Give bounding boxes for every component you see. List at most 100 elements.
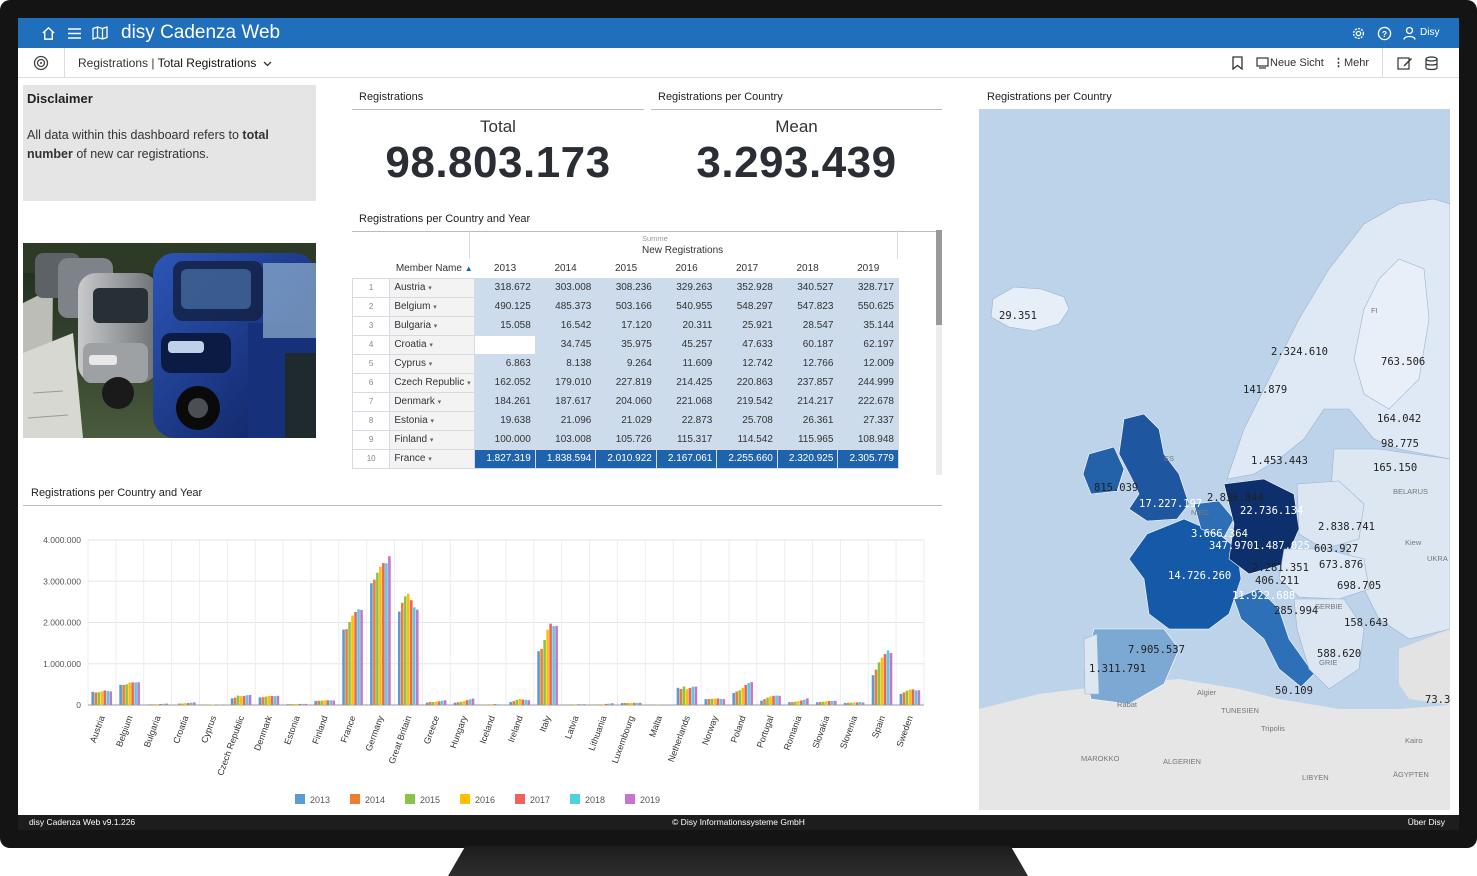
breadcrumb-parent[interactable]: Registrations bbox=[78, 56, 149, 70]
member-name-cell[interactable]: Cyprus ▾ bbox=[389, 353, 476, 374]
member-name-cell[interactable]: France ▾ bbox=[389, 448, 476, 469]
value-cell[interactable]: 35.144 bbox=[837, 315, 899, 336]
year-header[interactable]: 2017 bbox=[716, 259, 778, 278]
menu-icon[interactable] bbox=[66, 25, 82, 41]
member-name-cell[interactable]: Bulgaria ▾ bbox=[389, 315, 476, 336]
year-header[interactable]: 2015 bbox=[595, 259, 657, 278]
value-cell[interactable]: 318.672 bbox=[474, 277, 536, 298]
value-cell[interactable]: 27.337 bbox=[837, 410, 899, 431]
dropdown-icon[interactable]: ▾ bbox=[467, 380, 471, 387]
member-name-cell[interactable]: Finland ▾ bbox=[389, 429, 476, 450]
value-cell[interactable]: 227.819 bbox=[595, 372, 657, 393]
member-name-cell[interactable]: Belgium ▾ bbox=[389, 296, 476, 317]
edit-icon[interactable] bbox=[1397, 55, 1413, 71]
sort-arrow-icon[interactable]: ▲ bbox=[464, 263, 473, 273]
value-cell[interactable]: 550.625 bbox=[837, 296, 899, 317]
value-cell[interactable]: 20.311 bbox=[655, 315, 718, 336]
value-cell[interactable]: 115.965 bbox=[776, 429, 839, 450]
dropdown-icon[interactable]: ▾ bbox=[437, 399, 442, 406]
value-cell[interactable]: 179.010 bbox=[534, 372, 597, 393]
member-name-cell[interactable]: Croatia ▾ bbox=[389, 334, 476, 355]
value-cell[interactable]: 220.863 bbox=[716, 372, 778, 393]
value-cell[interactable]: 9.264 bbox=[595, 353, 657, 374]
value-cell[interactable]: 25.921 bbox=[716, 315, 778, 336]
value-cell[interactable]: 2.320.925 bbox=[776, 448, 839, 469]
value-cell[interactable]: 22.873 bbox=[655, 410, 718, 431]
year-header[interactable]: 2018 bbox=[777, 259, 838, 278]
value-cell[interactable]: 244.999 bbox=[837, 372, 899, 393]
new-view-button[interactable]: Neue Sicht bbox=[1270, 57, 1324, 69]
value-cell[interactable]: 105.726 bbox=[595, 429, 657, 450]
value-cell[interactable]: 15.058 bbox=[474, 315, 536, 336]
value-cell[interactable]: 222.678 bbox=[837, 391, 899, 412]
value-cell[interactable]: 328.717 bbox=[837, 277, 899, 298]
help-icon[interactable]: ? bbox=[1376, 25, 1392, 41]
bookmark-icon[interactable] bbox=[1230, 55, 1244, 71]
value-cell[interactable]: 17.120 bbox=[595, 315, 657, 336]
value-cell[interactable]: 34.745 bbox=[534, 334, 597, 355]
value-cell[interactable] bbox=[474, 334, 536, 355]
value-cell[interactable]: 214.425 bbox=[655, 372, 718, 393]
chevron-down-icon[interactable] bbox=[263, 56, 272, 70]
value-cell[interactable]: 62.197 bbox=[837, 334, 899, 355]
member-name-header[interactable]: Member Name ▲ bbox=[389, 259, 475, 278]
year-header[interactable]: 2016 bbox=[656, 259, 717, 278]
breadcrumb-current[interactable]: Total Registrations bbox=[157, 56, 257, 70]
value-cell[interactable]: 237.857 bbox=[776, 372, 839, 393]
value-cell[interactable]: 11.609 bbox=[655, 353, 718, 374]
dropdown-icon[interactable]: ▾ bbox=[429, 437, 434, 444]
value-cell[interactable]: 2.255.660 bbox=[716, 448, 778, 469]
new-view-icon[interactable] bbox=[1255, 56, 1269, 70]
value-cell[interactable]: 26.361 bbox=[776, 410, 839, 431]
map-icon[interactable] bbox=[92, 25, 108, 41]
dropdown-icon[interactable]: ▾ bbox=[430, 418, 434, 425]
value-cell[interactable]: 28.547 bbox=[776, 315, 839, 336]
value-cell[interactable]: 485.373 bbox=[534, 296, 597, 317]
member-name-cell[interactable]: Czech Republic ▾ bbox=[389, 372, 476, 393]
value-cell[interactable]: 12.009 bbox=[837, 353, 899, 374]
user-icon[interactable] bbox=[1402, 25, 1416, 41]
value-cell[interactable]: 221.068 bbox=[655, 391, 718, 412]
value-cell[interactable]: 12.766 bbox=[776, 353, 839, 374]
value-cell[interactable]: 12.742 bbox=[716, 353, 778, 374]
footer-about-link[interactable]: Über Disy bbox=[1407, 817, 1445, 827]
member-name-cell[interactable]: Austria ▾ bbox=[389, 277, 476, 298]
database-icon[interactable] bbox=[1424, 55, 1438, 71]
value-cell[interactable]: 187.617 bbox=[534, 391, 597, 412]
table-vertical-scrollbar[interactable] bbox=[936, 230, 942, 475]
target-icon[interactable] bbox=[32, 54, 50, 72]
dropdown-icon[interactable]: ▾ bbox=[428, 285, 432, 292]
value-cell[interactable]: 16.542 bbox=[534, 315, 597, 336]
value-cell[interactable]: 60.187 bbox=[776, 334, 839, 355]
value-cell[interactable]: 100.000 bbox=[474, 429, 536, 450]
member-name-cell[interactable]: Denmark ▾ bbox=[389, 391, 476, 412]
value-cell[interactable]: 1.827.319 bbox=[474, 448, 536, 469]
year-header[interactable]: 2013 bbox=[474, 259, 536, 278]
value-cell[interactable]: 19.638 bbox=[474, 410, 536, 431]
value-cell[interactable]: 503.166 bbox=[595, 296, 657, 317]
value-cell[interactable]: 21.029 bbox=[595, 410, 657, 431]
value-cell[interactable]: 329.263 bbox=[655, 277, 718, 298]
value-cell[interactable]: 340.527 bbox=[776, 277, 839, 298]
value-cell[interactable]: 547.823 bbox=[776, 296, 839, 317]
home-icon[interactable] bbox=[40, 25, 56, 41]
value-cell[interactable]: 25.708 bbox=[716, 410, 778, 431]
dropdown-icon[interactable]: ▾ bbox=[428, 361, 433, 368]
settings-gear-icon[interactable] bbox=[1350, 25, 1366, 41]
dropdown-icon[interactable]: ▾ bbox=[429, 342, 433, 349]
value-cell[interactable]: 308.236 bbox=[595, 277, 657, 298]
value-cell[interactable]: 45.257 bbox=[655, 334, 718, 355]
value-cell[interactable]: 115.317 bbox=[655, 429, 718, 450]
dropdown-icon[interactable]: ▾ bbox=[433, 323, 438, 330]
value-cell[interactable]: 35.975 bbox=[595, 334, 657, 355]
more-vertical-icon[interactable]: ⋮ bbox=[1333, 57, 1344, 69]
value-cell[interactable]: 540.955 bbox=[655, 296, 718, 317]
dropdown-icon[interactable]: ▾ bbox=[433, 304, 437, 311]
value-cell[interactable]: 204.060 bbox=[595, 391, 657, 412]
value-cell[interactable]: 214.217 bbox=[776, 391, 839, 412]
value-cell[interactable]: 219.542 bbox=[716, 391, 778, 412]
table-scrollbar-thumb[interactable] bbox=[936, 230, 942, 325]
value-cell[interactable]: 8.138 bbox=[534, 353, 597, 374]
value-cell[interactable]: 162.052 bbox=[474, 372, 536, 393]
year-header[interactable]: 2014 bbox=[535, 259, 596, 278]
